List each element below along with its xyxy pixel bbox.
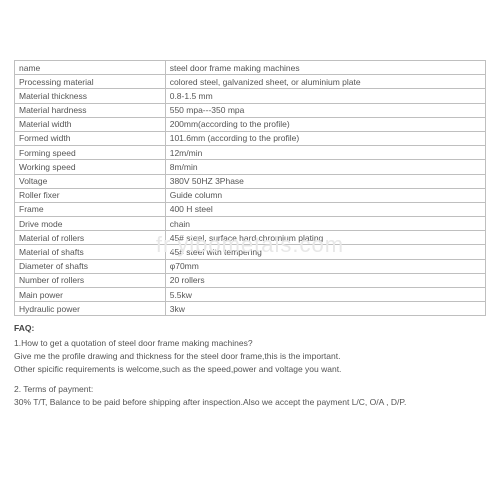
faq-q1-line1: Give me the profile drawing and thicknes… <box>14 350 486 363</box>
spec-value: 550 mpa---350 mpa <box>165 103 485 117</box>
spec-value: 8m/min <box>165 160 485 174</box>
table-row: Drive modechain <box>15 217 486 231</box>
faq-title: FAQ: <box>14 322 486 335</box>
table-row: Material of shafts45# steel with temperi… <box>15 245 486 259</box>
spec-table-body: namesteel door frame making machinesProc… <box>15 61 486 316</box>
spec-value: φ70mm <box>165 259 485 273</box>
spec-value: 45# steel, surface hard chromium plating <box>165 231 485 245</box>
table-row: Roller fixerGuide column <box>15 188 486 202</box>
table-row: Material thickness0.8-1.5 mm <box>15 89 486 103</box>
spec-label: Material width <box>15 117 166 131</box>
faq-q1-question: 1.How to get a quotation of steel door f… <box>14 337 486 350</box>
spec-value: 20 rollers <box>165 273 485 287</box>
spec-value: 380V 50HZ 3Phase <box>165 174 485 188</box>
spec-value: chain <box>165 217 485 231</box>
spec-label: name <box>15 61 166 75</box>
faq-q2-question: 2. Terms of payment: <box>14 383 486 396</box>
faq-q1: 1.How to get a quotation of steel door f… <box>14 337 486 375</box>
spec-value: 5.5kw <box>165 288 485 302</box>
faq-section: FAQ: 1.How to get a quotation of steel d… <box>14 322 486 409</box>
spec-value: 3kw <box>165 302 485 316</box>
table-row: Formed width101.6mm (according to the pr… <box>15 131 486 145</box>
spec-label: Roller fixer <box>15 188 166 202</box>
faq-q1-line2: Other spicific requirements is welcome,s… <box>14 363 486 376</box>
spec-value: 101.6mm (according to the profile) <box>165 131 485 145</box>
table-row: Number of rollers20 rollers <box>15 273 486 287</box>
faq-q2: 2. Terms of payment: 30% T/T, Balance to… <box>14 383 486 409</box>
spec-label: Material of shafts <box>15 245 166 259</box>
spec-label: Formed width <box>15 131 166 145</box>
table-row: Diameter of shaftsφ70mm <box>15 259 486 273</box>
spec-label: Number of rollers <box>15 273 166 287</box>
table-row: Processing materialcolored steel, galvan… <box>15 75 486 89</box>
spec-label: Voltage <box>15 174 166 188</box>
spec-value: colored steel, galvanized sheet, or alum… <box>165 75 485 89</box>
table-row: Material of rollers45# steel, surface ha… <box>15 231 486 245</box>
table-row: Material width200mm(according to the pro… <box>15 117 486 131</box>
spec-label: Processing material <box>15 75 166 89</box>
spec-value: 45# steel with tempering <box>165 245 485 259</box>
table-row: Voltage380V 50HZ 3Phase <box>15 174 486 188</box>
table-row: Working speed8m/min <box>15 160 486 174</box>
spec-label: Main power <box>15 288 166 302</box>
spec-label: Material hardness <box>15 103 166 117</box>
spec-label: Drive mode <box>15 217 166 231</box>
spec-value: 200mm(according to the profile) <box>165 117 485 131</box>
table-row: Hydraulic power3kw <box>15 302 486 316</box>
table-row: Main power5.5kw <box>15 288 486 302</box>
spec-table: namesteel door frame making machinesProc… <box>14 60 486 316</box>
table-row: namesteel door frame making machines <box>15 61 486 75</box>
table-row: Material hardness550 mpa---350 mpa <box>15 103 486 117</box>
spec-label: Diameter of shafts <box>15 259 166 273</box>
spec-value: 0.8-1.5 mm <box>165 89 485 103</box>
spec-label: Material thickness <box>15 89 166 103</box>
spec-label: Hydraulic power <box>15 302 166 316</box>
spec-label: Material of rollers <box>15 231 166 245</box>
faq-q2-line1: 30% T/T, Balance to be paid before shipp… <box>14 396 486 409</box>
spec-label: Forming speed <box>15 146 166 160</box>
spec-label: Frame <box>15 202 166 216</box>
spec-label: Working speed <box>15 160 166 174</box>
spec-value: 12m/min <box>165 146 485 160</box>
spec-value: steel door frame making machines <box>165 61 485 75</box>
table-row: Forming speed12m/min <box>15 146 486 160</box>
spec-value: 400 H steel <box>165 202 485 216</box>
spec-value: Guide column <box>165 188 485 202</box>
table-row: Frame400 H steel <box>15 202 486 216</box>
